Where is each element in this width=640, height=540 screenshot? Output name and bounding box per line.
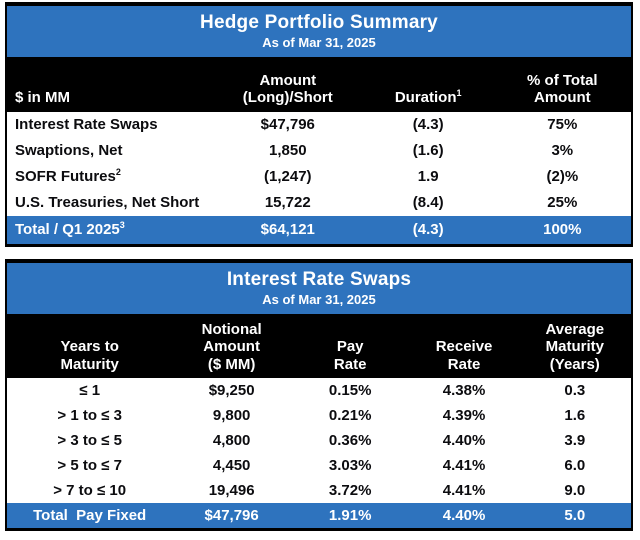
cell-notional: 19,496	[208, 481, 255, 499]
cell-avg-maturity: 9.0	[564, 481, 586, 499]
cell-receive-rate: 4.41%	[442, 456, 486, 474]
cell-pct: 75%	[547, 116, 578, 134]
table-row-us-treasuries: U.S. Treasuries, Net Short 15,722 (8.4) …	[7, 190, 631, 216]
column-header-years-to-maturity: Years to Maturity	[60, 338, 119, 373]
cell-duration: (8.4)	[412, 194, 444, 212]
table-row-swaptions-net: Swaptions, Net 1,850 (1.6) 3%	[7, 138, 631, 164]
cell-duration: (4.3)	[412, 116, 444, 134]
table-row-maturity-7-10: > 7 to ≤ 10 19,496 3.72% 4.41% 9.0	[7, 478, 631, 503]
cell-notional: 9,800	[212, 406, 251, 424]
cell-pct: 3%	[551, 142, 574, 160]
cell-notional: 4,450	[212, 456, 251, 474]
cell-pct: 25%	[547, 194, 578, 212]
cell-amount: (1,247)	[264, 168, 312, 186]
column-header-pay-rate: Pay Rate	[333, 338, 367, 373]
footnote-marker: 2	[115, 167, 121, 178]
cell-receive-rate: 4.39%	[442, 406, 486, 424]
cell-bucket: > 1 to ≤ 3	[57, 406, 122, 424]
table-row-maturity-1-3: > 1 to ≤ 3 9,800 0.21% 4.39% 1.6	[7, 403, 631, 428]
table-row-sofr-futures: SOFR Futures2 (1,247) 1.9 (2)%	[7, 164, 631, 190]
cell-amount: $47,796	[260, 116, 315, 134]
cell-avg-maturity: 6.0	[564, 456, 586, 474]
column-header-notional-amount: Notional Amount ($ MM)	[201, 320, 262, 373]
footnote-marker: 1	[456, 88, 462, 99]
cell-receive-rate: 4.40%	[442, 431, 486, 449]
table1-title: Hedge Portfolio Summary	[200, 12, 438, 33]
cell-bucket: > 3 to ≤ 5	[57, 431, 122, 449]
cell-pct: (2)%	[546, 168, 579, 186]
cell-pay-rate: 3.03%	[328, 456, 372, 474]
cell-amount: 1,850	[269, 142, 307, 160]
table-row-interest-rate-swaps: Interest Rate Swaps $47,796 (4.3) 75%	[7, 112, 631, 138]
cell-total-pay-rate: 1.91%	[328, 506, 372, 524]
column-header-amount-long-short: Amount (Long)/Short	[242, 72, 333, 107]
cell-duration: (1.6)	[412, 142, 444, 160]
cell-amount: 15,722	[264, 194, 311, 212]
cell-total-amount: $64,121	[260, 221, 315, 239]
column-header-dollars-in-mm: $ in MM	[15, 89, 70, 107]
table1-column-header-row: $ in MM Amount (Long)/Short Duration1 % …	[7, 57, 631, 112]
cell-instrument: Interest Rate Swaps	[15, 116, 158, 134]
cell-instrument: U.S. Treasuries, Net Short	[15, 194, 200, 212]
table-row-maturity-5-7: > 5 to ≤ 7 4,450 3.03% 4.41% 6.0	[7, 453, 631, 478]
cell-pay-rate: 0.36%	[328, 431, 372, 449]
hedge-portfolio-summary-table: Hedge Portfolio Summary As of Mar 31, 20…	[5, 2, 633, 247]
cell-receive-rate: 4.38%	[442, 381, 486, 399]
cell-total-receive-rate: 4.40%	[442, 506, 486, 524]
cell-total-label: Total / Q1 20253	[15, 220, 125, 239]
cell-pay-rate: 0.15%	[328, 381, 372, 399]
cell-instrument: Swaptions, Net	[15, 142, 123, 160]
table2-subtitle: As of Mar 31, 2025	[262, 291, 376, 307]
cell-avg-maturity: 1.6	[564, 406, 586, 424]
cell-total-notional: $47,796	[204, 506, 259, 524]
cell-total-avg-maturity: 5.0	[564, 506, 586, 524]
cell-total-duration: (4.3)	[412, 221, 444, 239]
cell-notional: 4,800	[212, 431, 251, 449]
cell-pay-rate: 0.21%	[328, 406, 372, 424]
interest-rate-swaps-table: Interest Rate Swaps As of Mar 31, 2025 Y…	[5, 258, 633, 531]
column-header-duration: Duration1	[394, 88, 462, 107]
cell-avg-maturity: 0.3	[564, 381, 586, 399]
footnote-marker: 3	[119, 220, 125, 231]
table1-total-row: Total / Q1 20253 $64,121 (4.3) 100%	[7, 215, 631, 244]
cell-receive-rate: 4.41%	[442, 481, 486, 499]
table-row-maturity-le-1: ≤ 1 $9,250 0.15% 4.38% 0.3	[7, 378, 631, 403]
table2-total-row: Total Pay Fixed $47,796 1.91% 4.40% 5.0	[7, 502, 631, 528]
cell-bucket: > 7 to ≤ 10	[53, 481, 127, 499]
cell-duration: 1.9	[417, 168, 439, 186]
column-header-average-maturity: Average Maturity (Years)	[545, 320, 605, 373]
cell-notional: $9,250	[208, 381, 255, 399]
cell-total-pct: 100%	[543, 221, 582, 239]
cell-pay-rate: 3.72%	[328, 481, 372, 499]
cell-instrument: SOFR Futures2	[15, 167, 121, 186]
cell-total-label: Total Pay Fixed	[33, 506, 147, 524]
cell-bucket: > 5 to ≤ 7	[57, 456, 122, 474]
column-header-receive-rate: Receive Rate	[435, 338, 493, 373]
table2-column-header-row: Years to Maturity Notional Amount ($ MM)…	[7, 313, 631, 378]
table2-title: Interest Rate Swaps	[226, 268, 412, 290]
table1-title-bar: Hedge Portfolio Summary As of Mar 31, 20…	[7, 6, 631, 57]
table2-title-bar: Interest Rate Swaps As of Mar 31, 2025	[7, 262, 631, 314]
cell-avg-maturity: 3.9	[564, 431, 586, 449]
table-row-maturity-3-5: > 3 to ≤ 5 4,800 0.36% 4.40% 3.9	[7, 428, 631, 453]
column-header-pct-of-total: % of Total Amount	[527, 72, 598, 107]
cell-bucket: ≤ 1	[79, 381, 101, 399]
table-spacer	[5, 247, 633, 259]
table1-subtitle: As of Mar 31, 2025	[262, 35, 376, 50]
